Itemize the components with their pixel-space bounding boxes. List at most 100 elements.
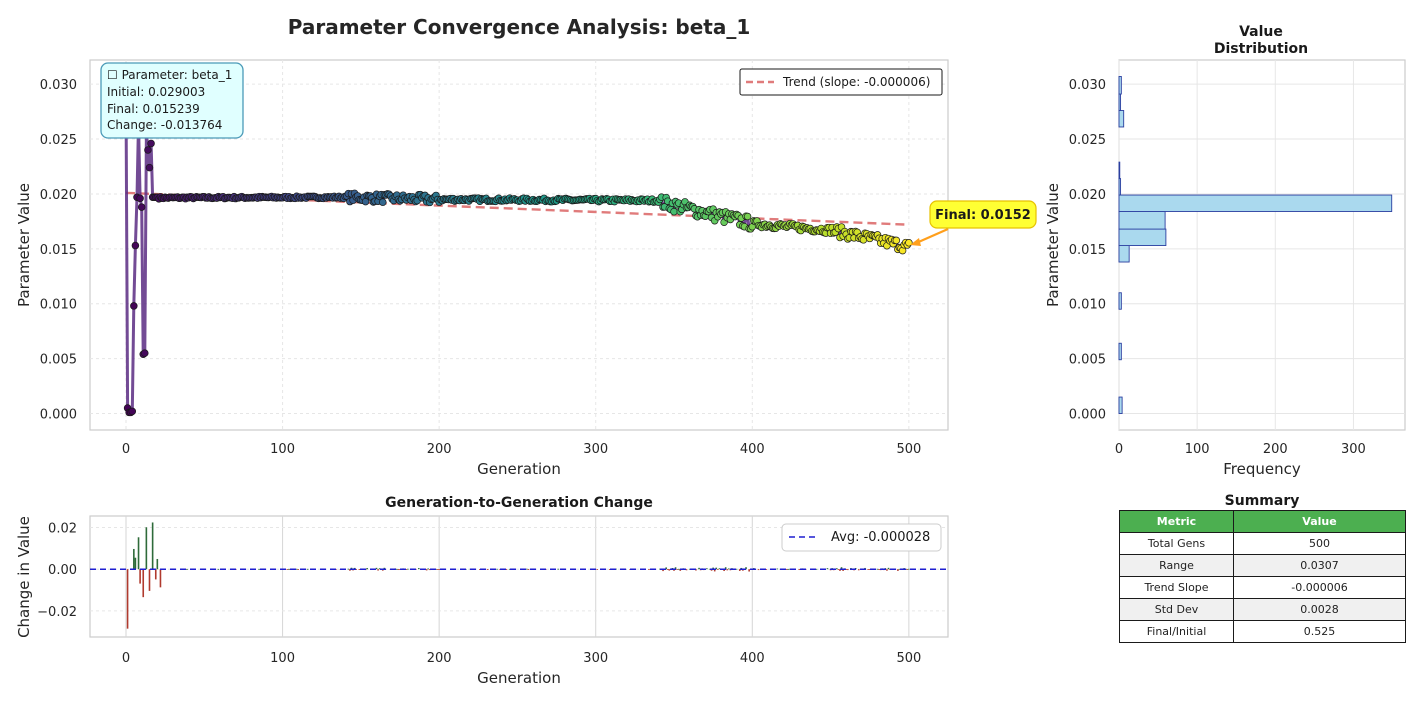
change-bar <box>826 568 829 570</box>
change-bar <box>724 567 727 570</box>
convergence-point <box>141 349 149 357</box>
main-y-tick-label: 0.015 <box>40 243 77 258</box>
hist-xlabel: Frequency <box>1223 460 1301 478</box>
summary-value: 0.0307 <box>1233 554 1406 577</box>
change-bar <box>397 569 400 571</box>
change-bar <box>526 568 528 570</box>
change-y-tick-label: 0.02 <box>48 521 77 536</box>
change-bar <box>886 569 888 571</box>
main-x-tick-label: 500 <box>896 442 921 457</box>
summary-metric: Range <box>1119 554 1234 577</box>
change-bar <box>677 568 680 570</box>
change-bar <box>685 569 688 571</box>
change-ticks: 0 100 200 300 400 500 −0.02 0.00 0.02 <box>37 521 921 666</box>
main-ticks: 0 100 200 300 400 500 0.000 0.005 0.010 0.015 0.02… <box>40 78 921 457</box>
change-bar <box>798 569 801 571</box>
change-bar <box>154 569 157 580</box>
change-bar <box>785 569 788 570</box>
convergence-point <box>128 407 137 416</box>
change-bar <box>375 567 378 570</box>
change-bar <box>496 568 498 570</box>
change-bar <box>857 569 860 571</box>
change-bar <box>745 567 747 570</box>
change-bar <box>425 569 428 571</box>
change-bar <box>126 569 129 629</box>
change-bar <box>156 558 159 570</box>
change-x-tick-label: 0 <box>122 651 130 666</box>
convergence-points <box>122 91 913 417</box>
change-bar <box>557 568 559 570</box>
main-y-tick-label: 0.000 <box>40 408 77 423</box>
info-line-initial: Initial: 0.029003 <box>107 85 205 99</box>
change-bar <box>908 568 910 570</box>
change-bar <box>479 569 481 570</box>
change-bar <box>486 569 489 570</box>
change-bar <box>377 569 379 571</box>
change-bar <box>676 569 678 570</box>
hist-bar <box>1118 110 1125 128</box>
change-bar <box>648 569 650 570</box>
summary-metric: Final/Initial <box>1119 620 1234 643</box>
change-bar <box>837 569 840 570</box>
trend-legend-label: Trend (slope: -0.000006) <box>782 75 930 89</box>
change-x-tick-label: 200 <box>427 651 452 666</box>
change-bar <box>366 568 368 570</box>
main-legend: Trend (slope: -0.000006) <box>739 68 943 96</box>
final-label: Final: 0.0152 <box>935 208 1031 223</box>
hist-x-tick-label: 0 <box>1115 442 1123 457</box>
change-bar <box>615 568 617 570</box>
change-bar <box>378 568 381 570</box>
convergence-point <box>147 139 155 148</box>
change-bar <box>596 569 599 570</box>
change-bar <box>665 567 667 570</box>
change-bar <box>662 569 664 572</box>
main-legend-frame <box>739 68 943 96</box>
change-bar <box>133 548 135 570</box>
hist-bar <box>1118 76 1122 95</box>
hist-y-tick-label: 0.000 <box>1069 408 1106 423</box>
change-y-tick-label: 0.00 <box>48 563 77 578</box>
main-y-tick-label: 0.025 <box>40 133 77 148</box>
main-y-tick-label: 0.020 <box>40 188 77 203</box>
hist-y-tick-label: 0.010 <box>1069 298 1106 313</box>
change-bar <box>355 569 357 570</box>
change-bar <box>787 568 790 570</box>
change-bar <box>815 568 818 570</box>
change-bar <box>878 569 880 570</box>
main-y-tick-label: 0.005 <box>40 353 77 368</box>
summary-table: Metric Value Total Gens 500 Range 0.0307… <box>1119 510 1406 643</box>
change-bar <box>723 569 725 572</box>
main-y-tick-label: 0.030 <box>40 78 77 93</box>
change-bar <box>142 569 145 598</box>
main-ylabel: Parameter Value <box>15 183 33 307</box>
change-bar <box>897 569 899 571</box>
summary-panel: Summary Metric Value Total Gens 500 Rang… <box>1119 493 1406 643</box>
hist-bar <box>1118 211 1166 230</box>
summary-value: -0.000006 <box>1233 576 1406 599</box>
change-bar <box>288 568 290 570</box>
info-box-frame <box>100 62 244 139</box>
change-bar <box>715 567 718 570</box>
change-bar <box>217 568 220 570</box>
change-ylabel: Change in Value <box>15 516 33 638</box>
convergence-point <box>892 236 901 245</box>
change-bar <box>876 568 879 570</box>
change-bar <box>789 568 791 570</box>
change-bar <box>358 569 361 570</box>
change-legend-frame <box>781 523 942 552</box>
hist-ticks: 0 100 200 300 0.000 0.005 0.010 0.015 0.020 0.025… <box>1069 78 1366 457</box>
main-x-tick-label: 100 <box>270 442 295 457</box>
convergence-point <box>145 163 154 172</box>
convergence-point <box>670 207 678 216</box>
change-bar <box>134 557 137 570</box>
change-x-tick-label: 400 <box>740 651 765 666</box>
change-bar <box>839 569 841 571</box>
main-x-tick-label: 300 <box>583 442 608 457</box>
info-line-change: Change: -0.013764 <box>107 118 222 132</box>
change-bar <box>688 568 691 570</box>
change-bar <box>417 568 420 570</box>
summary-value: 0.525 <box>1233 620 1406 643</box>
change-bar <box>407 568 409 570</box>
change-bar <box>436 569 439 570</box>
change-bar <box>726 569 729 571</box>
